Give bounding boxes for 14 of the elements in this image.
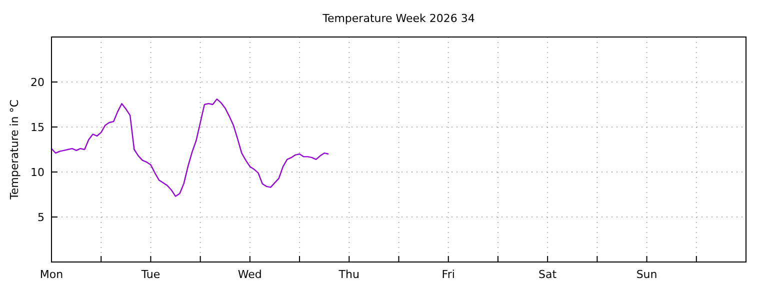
line-series <box>50 98 330 197</box>
y-tick-label: 10 <box>30 166 44 179</box>
y-tick-label: 15 <box>30 121 44 134</box>
y-tick-label: 20 <box>30 76 44 89</box>
x-tick-label: Sun <box>636 268 658 281</box>
y-tick-label: 5 <box>38 211 44 224</box>
x-tick-label: Fri <box>442 268 455 281</box>
x-tick-label: Wed <box>238 268 262 281</box>
y-axis-title: Temperature in °C <box>8 99 21 200</box>
x-tick-label: Tue <box>140 268 160 281</box>
x-tick-label: Sat <box>538 268 558 281</box>
x-tick-label: Thu <box>338 268 360 281</box>
x-tick-label: Mon <box>40 268 64 281</box>
chart-title: Temperature Week 2026 34 <box>322 12 475 25</box>
